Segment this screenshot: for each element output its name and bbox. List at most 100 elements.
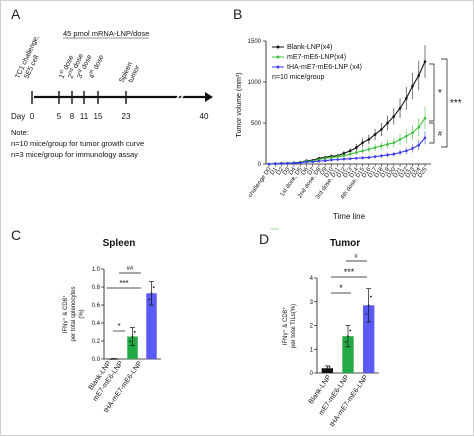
line-x-tick-label: D1 (270, 166, 280, 176)
tumor-data-point (324, 368, 326, 371)
note-line-1: n=10 mice/group for tumor growth curve (11, 139, 144, 148)
tumor-y-label-2: per total TILs(%) (291, 304, 297, 348)
note-title: Note: (11, 128, 29, 137)
tumor-data-point (365, 313, 368, 315)
spleen-data-point (133, 330, 136, 333)
line-x-tick-label: D7 (307, 166, 317, 176)
day-23: 23 (122, 112, 131, 121)
line-x-tick-label: D24 (411, 166, 423, 179)
line-point (367, 156, 371, 159)
bracket-me7-vs-tha (429, 122, 435, 144)
timeline-arrow (205, 92, 213, 102)
timeline-break-2 (178, 92, 186, 102)
line-x-tick-label: D25 (417, 166, 429, 179)
line-point (336, 155, 339, 158)
tumor-y-tick-label: 0 (310, 371, 314, 377)
line-point (404, 97, 408, 100)
spleen-y-tick-label: 0.2 (92, 339, 101, 345)
day-label: Day (11, 112, 25, 121)
spleen-bars (108, 281, 157, 360)
tumor-y-label-1: IFNγ⁺ & CD8⁺ (282, 307, 289, 345)
line-point (336, 158, 339, 161)
line-y-tick-label: 0 (258, 162, 262, 168)
spleen-bar-2 (146, 293, 157, 359)
line-x-tick-label: D13 (343, 166, 355, 179)
line-point (404, 149, 408, 153)
line-point (411, 147, 414, 150)
day-5: 5 (57, 112, 62, 121)
line-point (342, 154, 346, 158)
line-point (330, 156, 333, 159)
tumor-bar-2 (362, 305, 375, 373)
tumor-sig-1: * (339, 283, 343, 293)
tumor-data-point (328, 366, 331, 368)
panel-d-letter: D (259, 231, 269, 247)
line-x-tick-label: D9 (319, 166, 329, 176)
line-point (386, 153, 389, 157)
line-x-tick-label: D18 (374, 166, 386, 179)
tumor-title: Tumor (330, 238, 360, 249)
line-point (423, 60, 427, 63)
tumor-y-tick-label: 4 (310, 276, 314, 282)
legend-label-blank: Blank-LNP(x4) (287, 44, 333, 51)
sig-me7-vs-tha: # (438, 131, 442, 138)
tumor-data-point (367, 304, 370, 307)
line-x-tick-label: D21 (392, 166, 404, 179)
spleen-y-label-3: (%) (79, 309, 85, 318)
spleen-y-tick-label: 0.8 (92, 285, 101, 291)
line-point (330, 158, 333, 162)
line-point (417, 125, 421, 129)
panel-d: D Tumor 0 1 2 3 4 IFNγ⁺ & CD8⁺ per total TIL… (259, 228, 379, 428)
line-path (268, 117, 426, 165)
day-8: 8 (70, 112, 75, 121)
legend-marker-tha (276, 65, 280, 69)
line-x-tick-label: D3 (282, 166, 292, 176)
line-point (342, 152, 346, 155)
tumor-data-point (370, 295, 372, 298)
line-point (286, 162, 290, 165)
line-y-tick-label: 1000 (248, 80, 262, 86)
line-point (361, 149, 364, 153)
dose-amount-label: 45 pmol mRNA-LNP/dose (63, 29, 149, 38)
panel-c-letter: C (11, 227, 21, 243)
line-x-tick-label: D10 (324, 166, 336, 179)
timeline-break-1 (174, 92, 182, 102)
line-x-tick-label: D22 (399, 166, 411, 179)
line-point (373, 146, 377, 149)
spleen-data-point (129, 340, 132, 343)
spleen-data-point (148, 298, 151, 301)
line-x-tick-label: D14 (349, 166, 361, 179)
bracket-blank-vs-me7 (429, 63, 435, 122)
tumor-data-point (326, 367, 329, 370)
day-0: 0 (30, 112, 35, 121)
spleen-sig-1: * (117, 322, 120, 331)
line-point (355, 156, 358, 160)
line-point (292, 161, 296, 165)
panel-a-letter: A (11, 6, 21, 22)
line-point (367, 138, 371, 141)
spleen-y-label-1: IFNγ⁺ & CD8⁺ (62, 295, 69, 333)
line-point (398, 138, 402, 141)
spleen-significance: * *** ## (107, 266, 141, 332)
line-point (392, 115, 396, 118)
line-point (348, 149, 352, 153)
line-point (267, 162, 271, 166)
line-x-tick-label: D4 (288, 166, 298, 176)
spleen-data-point (112, 358, 115, 360)
line-point (417, 143, 421, 147)
day-15: 15 (94, 112, 103, 121)
line-point (355, 146, 358, 149)
line-point (411, 131, 414, 135)
line-point (355, 151, 358, 154)
spleen-y-label-2: per total splenocytes (71, 286, 77, 341)
tumor-bars (321, 288, 375, 373)
line-x-tick-label: D2 (276, 166, 286, 176)
spleen-sig-3: ## (127, 266, 134, 272)
line-point (423, 136, 427, 140)
line-series-1 (267, 106, 427, 166)
tumor-data-point (347, 335, 349, 338)
